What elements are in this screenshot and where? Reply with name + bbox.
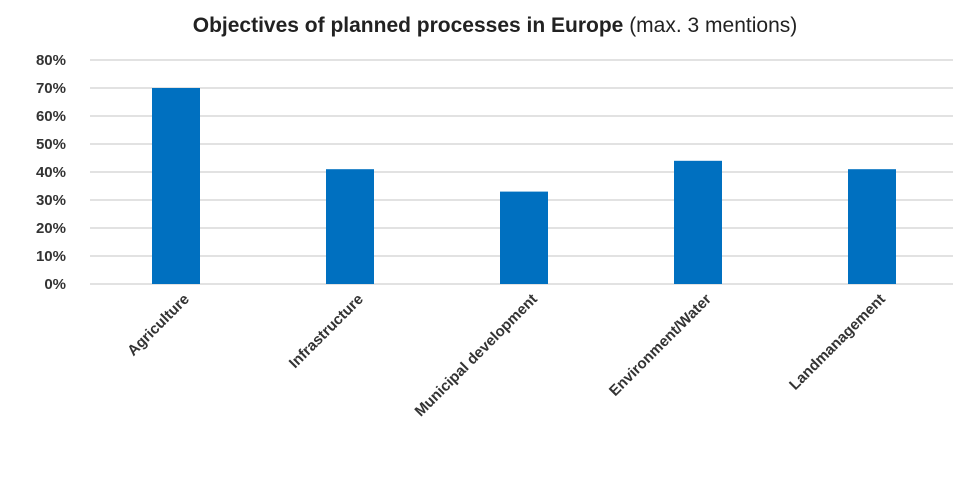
y-tick-label: 10% xyxy=(36,248,66,265)
y-tick-label: 30% xyxy=(36,192,66,209)
y-tick-label: 70% xyxy=(36,80,66,97)
chart-title-note: (max. 3 mentions) xyxy=(623,14,798,37)
x-tick-label: Environment/Water xyxy=(606,291,715,400)
y-tick-label: 50% xyxy=(36,136,66,153)
x-tick-label: Agriculture xyxy=(124,291,193,360)
bar-landmanagement xyxy=(848,169,896,284)
chart-title-main: Objectives of planned processes in Europ… xyxy=(192,14,624,37)
y-tick-label: 0% xyxy=(44,276,66,293)
y-tick-label: 40% xyxy=(36,164,66,181)
y-tick-label: 20% xyxy=(36,220,66,237)
chart-title: Objectives of planned processes in Europ… xyxy=(0,14,953,38)
bar-environment-water xyxy=(674,160,722,284)
y-tick-label: 80% xyxy=(36,52,66,69)
bar-municipal-development xyxy=(500,191,548,284)
bar-agriculture xyxy=(152,88,200,284)
bar-infrastructure xyxy=(326,169,374,284)
x-tick-label: Municipal development xyxy=(412,291,541,420)
x-tick-label: Landmanagement xyxy=(786,291,889,394)
y-tick-label: 60% xyxy=(36,108,66,125)
x-tick-label: Infrastructure xyxy=(286,291,367,372)
